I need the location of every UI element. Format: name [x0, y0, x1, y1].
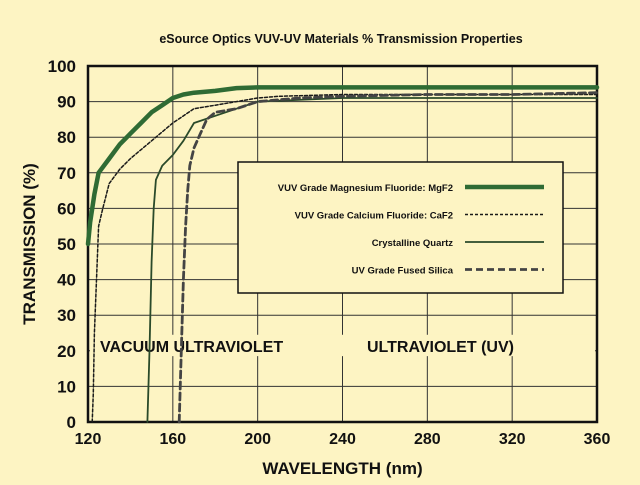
x-tick-label: 240 — [329, 431, 356, 448]
y-tick-label: 100 — [48, 57, 76, 76]
series-lines — [85, 85, 600, 424]
region-band — [90, 334, 595, 357]
y-tick-label: 70 — [57, 164, 76, 183]
x-axis-ticks: 120 160 200 240 280 320 360 — [75, 431, 611, 448]
y-tick-label: 80 — [57, 128, 76, 147]
legend-label: Crystalline Quartz — [372, 238, 454, 249]
series-line — [146, 97, 598, 423]
chart-title: eSource Optics VUV-UV Materials % Transm… — [159, 32, 522, 46]
y-tick-label: 30 — [57, 306, 76, 325]
x-tick-label: 160 — [159, 431, 186, 448]
legend: VUV Grade Magnesium Fluoride: MgF2 VUV Gr… — [237, 161, 564, 294]
region-label: ULTRAVIOLET (UV) — [367, 339, 514, 356]
y-tick-label: 10 — [57, 377, 76, 396]
y-axis-ticks: 0 10 20 30 40 50 60 70 80 90 100 — [48, 57, 76, 432]
y-tick-label: 90 — [57, 93, 76, 112]
region-labels: VACUUM ULTRAVIOLET ULTRAVIOLET (UV) — [90, 334, 595, 357]
x-tick-label: 280 — [414, 431, 441, 448]
legend-box — [237, 161, 564, 294]
x-tick-label: 320 — [499, 431, 526, 448]
x-axis-label: WAVELENGTH (nm) — [262, 459, 422, 478]
legend-label: UV Grade Fused Silica — [352, 266, 454, 277]
series-line — [177, 91, 599, 424]
y-tick-label: 40 — [57, 271, 76, 290]
y-axis-label: TRANSMISSION (%) — [20, 163, 39, 325]
x-tick-label: 360 — [584, 431, 611, 448]
x-tick-label: 200 — [244, 431, 271, 448]
y-tick-label: 60 — [57, 199, 76, 218]
x-tick-label: 120 — [75, 431, 102, 448]
series-line — [91, 93, 598, 423]
legend-label: VUV Grade Calcium Fluoride: CaF2 — [295, 211, 453, 222]
series-line — [85, 85, 600, 247]
legend-label: VUV Grade Magnesium Fluoride: MgF2 — [278, 183, 453, 194]
y-tick-label: 0 — [67, 413, 76, 432]
y-tick-label: 20 — [57, 342, 76, 361]
y-tick-label: 50 — [57, 235, 76, 254]
region-label: VACUUM ULTRAVIOLET — [100, 339, 283, 356]
